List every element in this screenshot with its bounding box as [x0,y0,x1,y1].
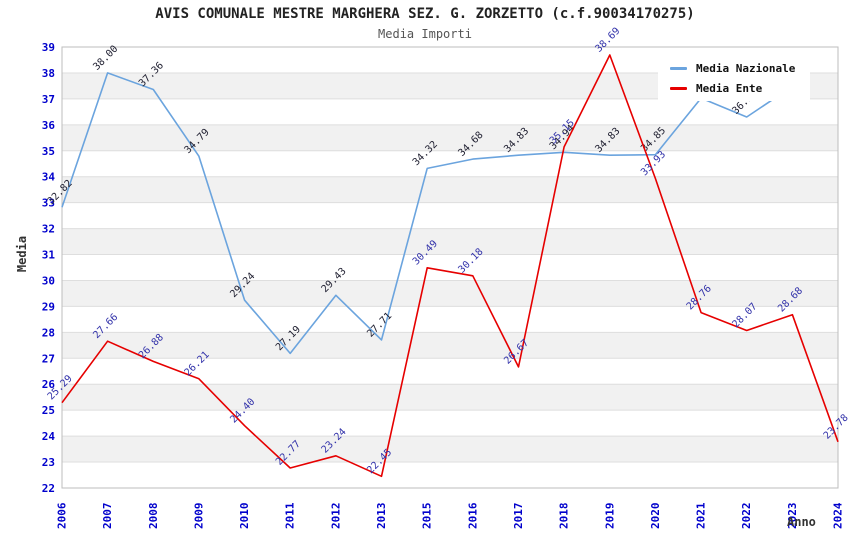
x-tick-label: 2012 [329,503,342,530]
x-tick-label: 2016 [466,502,479,529]
x-tick-label: 2013 [375,503,388,530]
x-tick-label: 2019 [603,503,616,530]
x-tick-label: 2024 [832,502,845,529]
x-tick-label: 2021 [695,502,708,529]
data-label: 38.00 [91,44,120,73]
plot-band [62,124,838,151]
chart-title: AVIS COMUNALE MESTRE MARGHERA SEZ. G. ZO… [155,6,695,22]
y-tick-label: 25 [42,404,55,417]
plot-frame [61,46,839,489]
media-ente-line-swatch-icon [670,87,687,90]
plot-band [62,332,838,359]
chart-subtitle: Media Importi [378,27,472,41]
y-tick-label: 27 [42,352,55,365]
plot-band [62,280,838,307]
y-tick-label: 23 [42,456,55,469]
x-tick-label: 2011 [284,502,297,529]
x-tick-label: 2017 [512,503,525,530]
x-tick-label: 2008 [147,503,160,530]
plot-band [62,228,838,255]
legend: Media Nazionale Media Ente [658,56,810,101]
y-tick-label: 36 [42,119,56,132]
x-tick-label: 2010 [238,503,251,530]
x-tick-label: 2015 [421,503,434,530]
y-tick-label: 30 [42,274,55,287]
line-media-ente [61,54,839,478]
y-tick-label: 34 [42,171,56,184]
y-tick-label: 24 [42,430,56,443]
y-tick-label: 37 [42,93,55,106]
x-tick-label: 2006 [56,502,69,529]
plot-band [62,176,838,203]
y-tick-label: 29 [42,300,55,313]
y-tick-label: 39 [42,41,55,54]
y-tick-label: 26 [42,378,56,391]
y-tick-label: 31 [42,249,56,262]
x-tick-label: 2020 [649,503,662,530]
media-nazionale-line-swatch-icon [670,67,687,70]
y-tick-label: 35 [42,145,55,158]
x-tick-label: 2023 [786,503,799,530]
x-tick-label: 2007 [101,503,114,530]
x-axis-title: Anno [787,515,816,529]
legend-item-media-ente: Media Ente [658,82,810,95]
legend-label: Media Ente [696,82,763,95]
y-tick-label: 22 [42,482,55,495]
legend-item-media-nazionale: Media Nazionale [658,62,810,75]
y-tick-label: 33 [42,197,55,210]
line-media-nazionale [61,72,793,355]
x-tick-label: 2009 [192,503,205,530]
x-tick-label: 2018 [558,503,571,530]
y-tick-label: 38 [42,67,55,80]
legend-label: Media Nazionale [696,62,796,75]
data-label: 38.69 [593,26,622,55]
x-tick-label: 2022 [740,503,753,530]
y-axis-title: Media [15,235,29,273]
y-tick-label: 32 [42,223,55,236]
y-tick-label: 28 [42,326,55,339]
plot-band [62,436,838,463]
plot-band [62,384,838,411]
